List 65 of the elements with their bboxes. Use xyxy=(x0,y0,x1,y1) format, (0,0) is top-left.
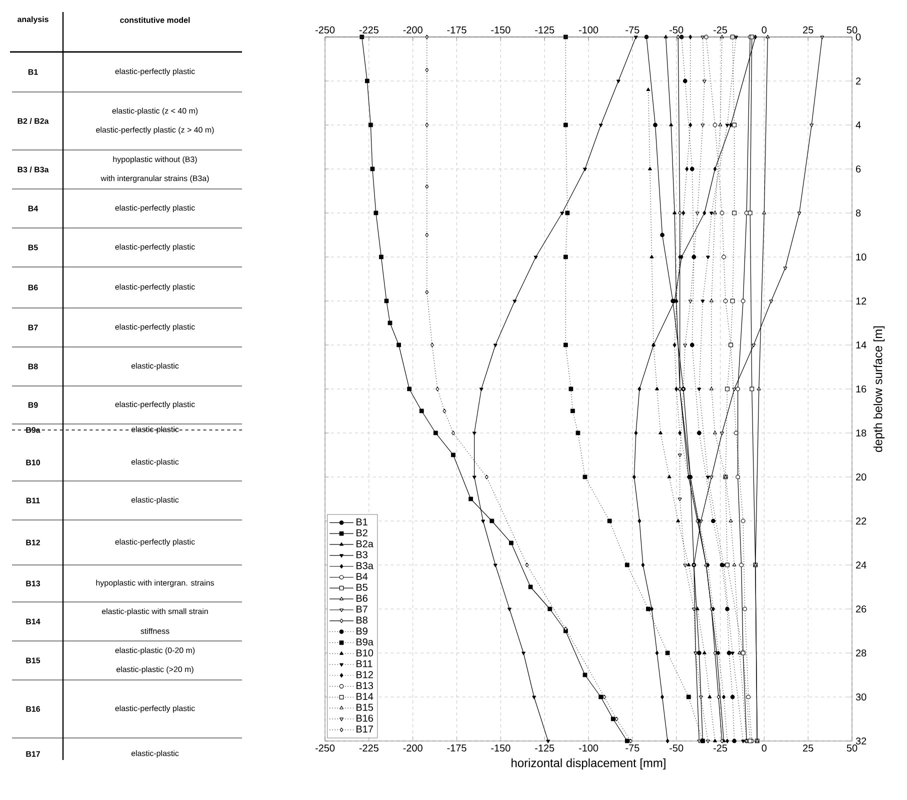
x2-tick-label: -150 xyxy=(491,26,510,34)
legend-label: B11 xyxy=(356,660,372,668)
legend-label: B7 xyxy=(356,606,368,613)
x2-tick-label: -175 xyxy=(447,26,466,34)
x2-tick-label: -225 xyxy=(359,26,378,34)
x2-tick-label: -50 xyxy=(670,26,684,34)
legend-label: B4 xyxy=(356,573,368,580)
x-tick-label: -200 xyxy=(403,744,422,752)
y-tick-label: 10 xyxy=(856,253,866,261)
x-tick-label: -100 xyxy=(578,744,598,752)
legend-label: B5 xyxy=(356,584,368,591)
legend-label: B1 xyxy=(356,518,368,526)
legend-label: B14 xyxy=(356,693,374,700)
x2-tick-label: -25 xyxy=(714,26,728,34)
x-tick-label: -250 xyxy=(315,744,335,752)
x2-tick-label: 0 xyxy=(762,26,767,34)
y-tick-label: 22 xyxy=(856,518,866,524)
x-axis-title: horizontal displacement [mm] xyxy=(512,758,666,770)
x2-tick-label: 50 xyxy=(846,26,858,34)
x2-tick-label: -100 xyxy=(578,26,598,34)
legend-label: B15 xyxy=(356,704,374,711)
x-tick-label: -75 xyxy=(626,744,640,752)
y-tick-label: 14 xyxy=(856,342,866,348)
y-tick-label: 2 xyxy=(856,78,861,84)
legend-label: B2 xyxy=(356,529,368,536)
y-axis-title: depth below surface [m] xyxy=(873,326,885,452)
legend-label: B9 xyxy=(356,627,368,635)
x-tick-label: -50 xyxy=(670,744,684,752)
legend-label: B3 xyxy=(356,551,368,558)
y-tick-label: 4 xyxy=(856,122,861,128)
x-tick-label: -125 xyxy=(535,744,554,752)
x2-tick-label: -200 xyxy=(403,26,422,34)
x2-tick-label: -250 xyxy=(315,26,335,34)
y-tick-label: 24 xyxy=(856,562,866,568)
legend-label: B3a xyxy=(356,562,374,570)
x-tick-label: -225 xyxy=(359,744,378,752)
legend-label: B8 xyxy=(356,616,368,624)
y-tick-label: 18 xyxy=(856,429,866,437)
y-tick-label: 8 xyxy=(856,209,861,217)
y-tick-label: 26 xyxy=(856,605,866,613)
y-tick-label: 16 xyxy=(856,385,866,393)
x-tick-label: 25 xyxy=(803,744,814,752)
legend-label: B16 xyxy=(356,714,374,722)
legend-label: B12 xyxy=(356,671,373,678)
x2-tick-label: 25 xyxy=(803,26,814,34)
y-tick-label: 30 xyxy=(856,693,866,701)
x2-tick-label: -125 xyxy=(535,26,554,34)
legend-label: B6 xyxy=(356,594,368,602)
legend-label: B10 xyxy=(356,649,374,656)
x2-tick-label: -75 xyxy=(626,26,640,34)
y-tick-label: 20 xyxy=(856,473,866,481)
y-tick-label: 32 xyxy=(856,737,866,745)
x-tick-label: -150 xyxy=(491,744,510,752)
x-tick-label: 0 xyxy=(762,744,767,752)
legend-label: B2a xyxy=(356,540,374,548)
legend-label: B17 xyxy=(356,726,373,732)
y-tick-label: 28 xyxy=(856,649,866,657)
x-tick-label: 50 xyxy=(846,744,858,752)
legend-label: B9a xyxy=(356,638,374,646)
y-tick-label: 6 xyxy=(856,165,861,173)
x-tick-label: -25 xyxy=(714,744,728,752)
y-tick-label: 12 xyxy=(856,298,866,304)
legend-label: B13 xyxy=(356,682,374,690)
x-tick-label: -175 xyxy=(447,744,466,752)
y-tick-label: 0 xyxy=(856,33,861,41)
